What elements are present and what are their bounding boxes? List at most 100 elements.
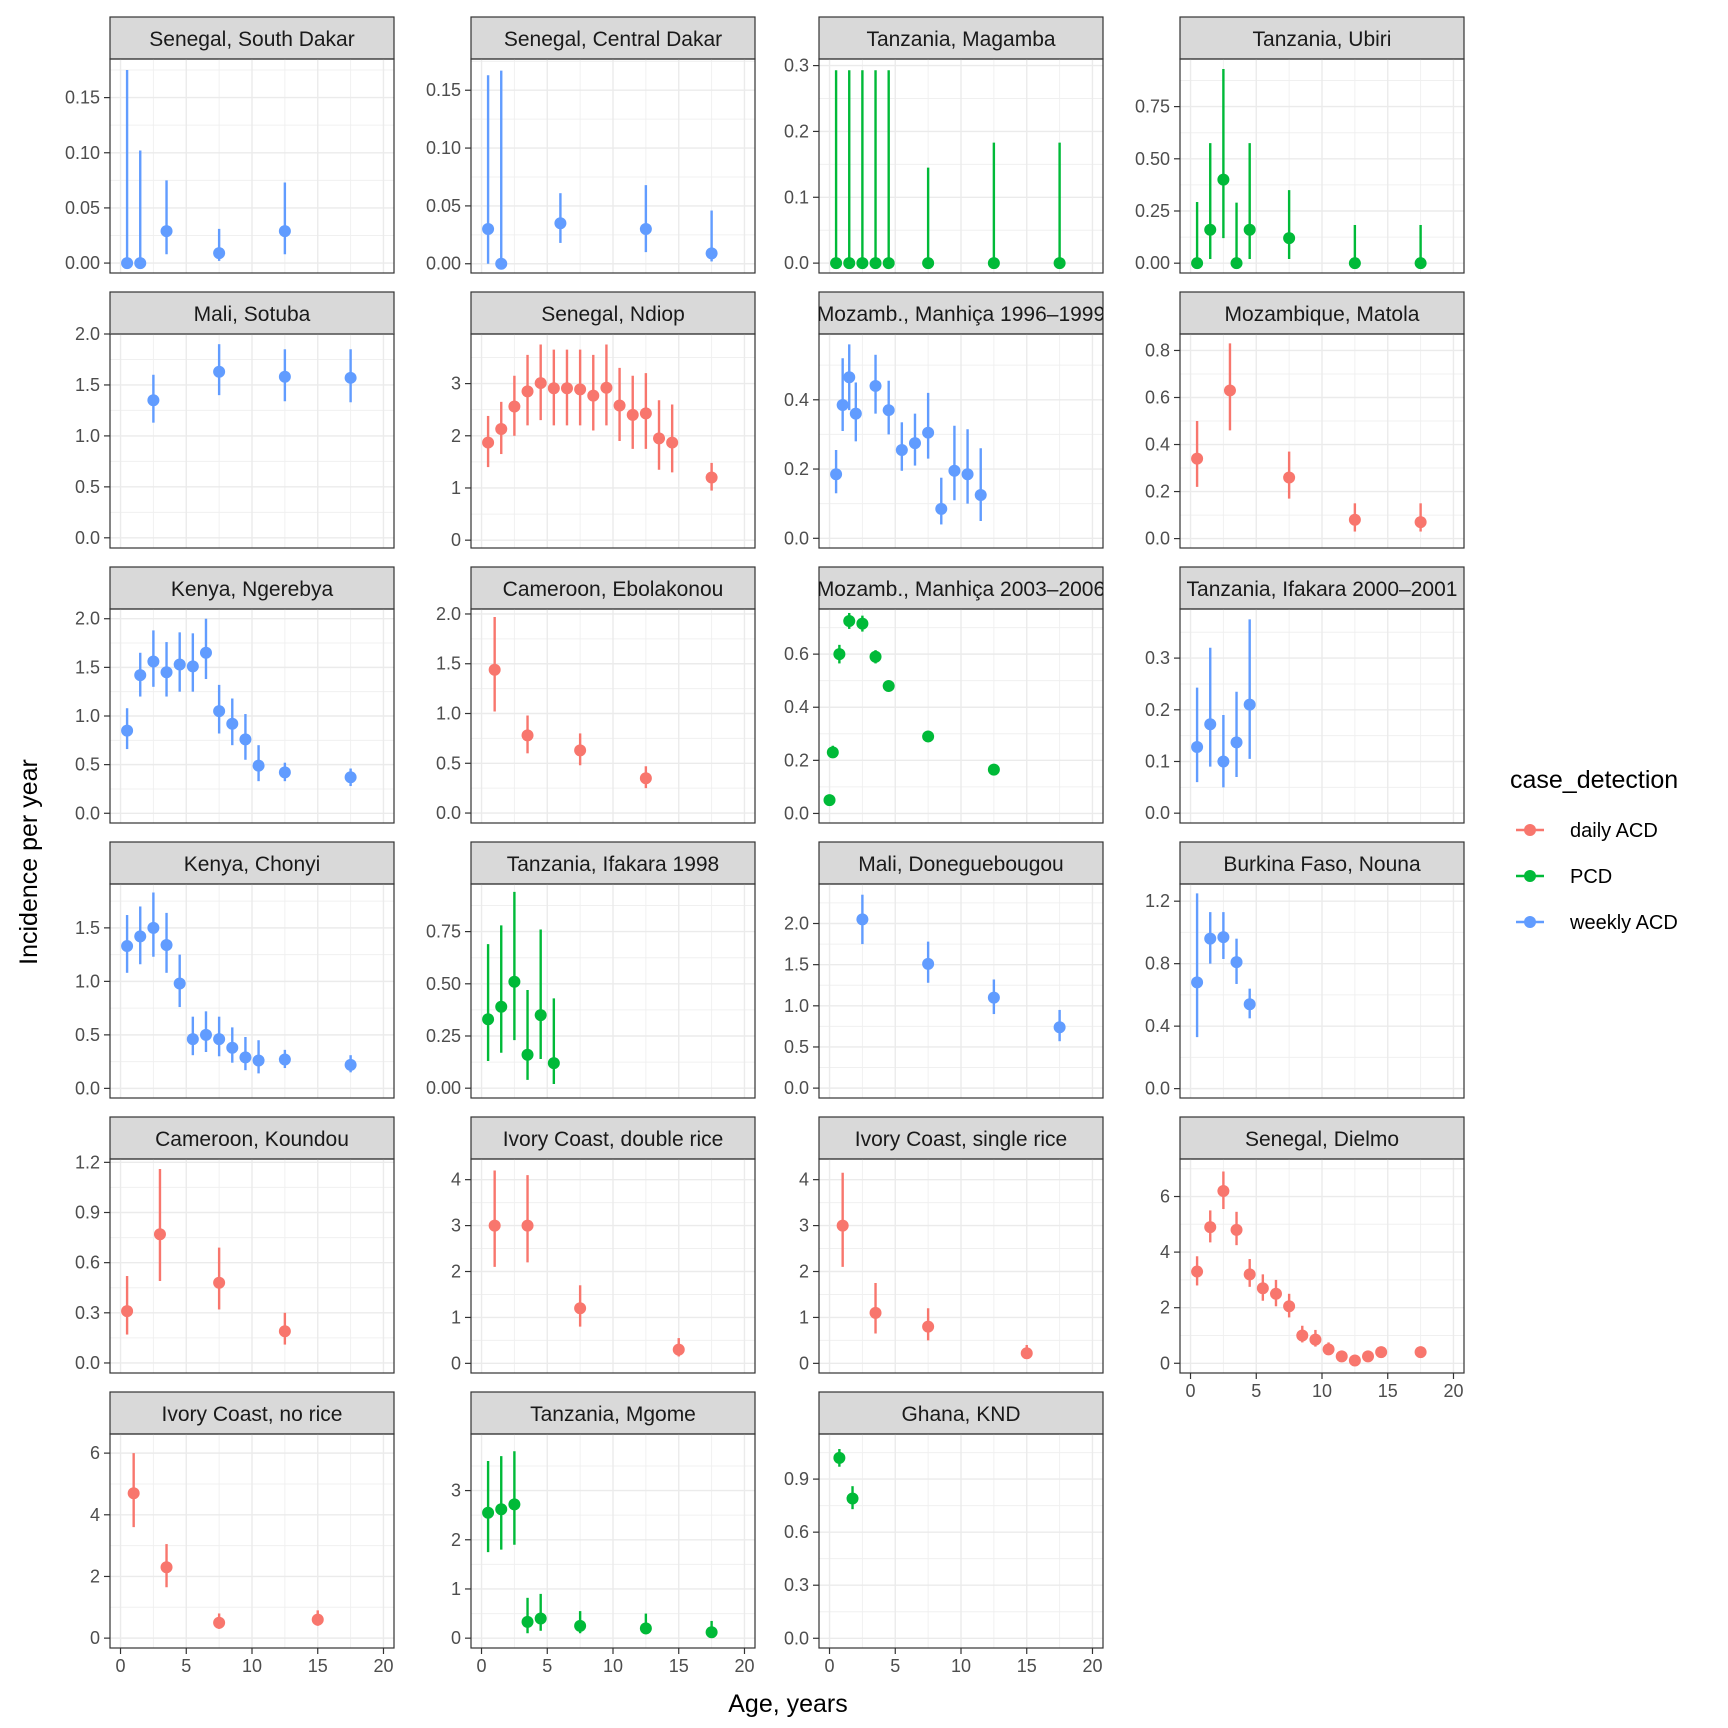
y-tick-label: 0.2 (1145, 700, 1170, 720)
data-point (521, 1615, 534, 1628)
data-point (160, 225, 173, 238)
y-tick-label: 0 (451, 1353, 461, 1373)
y-tick-label: 0.9 (75, 1203, 100, 1223)
x-tick-label: 20 (373, 1656, 393, 1676)
y-tick-label: 3 (451, 1481, 461, 1501)
facet-panel: Mozamb., Manhiça 2003–2006 0.0 0.2 0.4 0.6 (784, 566, 1104, 824)
data-point (1191, 257, 1204, 270)
data-point (278, 370, 291, 383)
y-tick-label: 0.3 (75, 1303, 100, 1323)
y-tick-label: 0.0 (784, 1078, 809, 1098)
facet-title: Cameroon, Koundou (155, 1128, 349, 1151)
y-axis-title: Incidence per year (15, 759, 43, 965)
data-point (482, 1506, 495, 1519)
y-tick-label: 1.5 (75, 375, 100, 395)
legend-label: daily ACD (1570, 820, 1658, 842)
data-point (705, 1626, 718, 1639)
legend-item: daily ACD (1516, 820, 1658, 842)
data-point (278, 766, 291, 779)
data-point (173, 977, 186, 990)
y-tick-label: 0.2 (1145, 482, 1170, 502)
legend-items: daily ACD PCD weekly ACD (1516, 820, 1678, 934)
y-tick-label: 0.5 (436, 753, 461, 773)
y-tick-label: 0.00 (426, 254, 461, 274)
y-tick-label: 2 (90, 1566, 100, 1586)
y-tick-label: 0.50 (426, 974, 461, 994)
data-point (1217, 1184, 1230, 1197)
data-point (344, 371, 357, 384)
data-point (974, 489, 987, 502)
facet-strip (109, 566, 395, 610)
y-tick-label: 1.2 (1145, 891, 1170, 911)
data-point (574, 1619, 587, 1632)
data-point (1322, 1343, 1335, 1356)
data-point (1204, 223, 1217, 236)
data-point (1020, 1347, 1033, 1360)
facet-panel: Tanzania, Ifakara 2000–2001 0.0 0.1 0.2 0.3 (1145, 566, 1465, 824)
x-tick-label: 15 (308, 1656, 328, 1676)
facet-title: Mali, Doneguebougou (858, 853, 1064, 876)
data-point (534, 377, 547, 390)
y-tick-label: 0.3 (784, 1575, 809, 1595)
y-tick-label: 0.10 (65, 143, 100, 163)
data-point (833, 648, 846, 661)
facet-panel: Mali, Doneguebougou 0.0 0.5 1.0 1.5 2.0 (784, 841, 1104, 1099)
y-tick-label: 0.6 (1145, 387, 1170, 407)
data-point (849, 407, 862, 420)
panel-border (1179, 883, 1465, 1099)
facet-title: Ghana, KND (901, 1403, 1020, 1426)
facet-panel: Mozambique, Matola 0.0 0.2 0.4 0.6 0.8 (1145, 291, 1465, 549)
x-tick-label: 20 (734, 1656, 754, 1676)
data-point (1204, 932, 1217, 945)
panel-border (1179, 333, 1465, 549)
y-tick-label: 0.05 (65, 198, 100, 218)
data-point (639, 772, 652, 785)
data-point (846, 1492, 859, 1505)
panel-border (818, 1433, 1104, 1649)
data-point (213, 247, 226, 260)
y-tick-label: 0.05 (426, 196, 461, 216)
data-point (830, 257, 843, 270)
data-point (869, 1306, 882, 1319)
y-tick-label: 0.75 (426, 922, 461, 942)
x-axis-title: Age, years (728, 1690, 848, 1718)
y-tick-label: 3 (451, 374, 461, 394)
y-tick-label: 0.5 (784, 1037, 809, 1057)
x-tick-label: 0 (477, 1656, 487, 1676)
data-point (987, 763, 1000, 776)
data-point (495, 1000, 508, 1013)
facet-panel: Senegal, Central Dakar 0.00 0.05 0.10 0.15 (426, 16, 756, 274)
y-tick-label: 3 (799, 1216, 809, 1236)
data-point (554, 217, 567, 230)
data-point (856, 913, 869, 926)
facet-title: Burkina Faso, Nouna (1223, 853, 1421, 876)
facet-title: Tanzania, Ifakara 1998 (507, 853, 719, 876)
facet-title: Senegal, Ndiop (541, 303, 685, 326)
legend-label: PCD (1570, 866, 1612, 888)
y-tick-label: 0.4 (1145, 1016, 1170, 1036)
data-point (134, 257, 147, 270)
data-point (1053, 1021, 1066, 1034)
data-point (869, 257, 882, 270)
facet-panel: Tanzania, Mgome 0 5 10 15 20 0 1 2 3 (451, 1391, 756, 1676)
y-tick-label: 2.0 (784, 914, 809, 934)
facet-strip (818, 16, 1104, 60)
x-tick-label: 15 (669, 1656, 689, 1676)
data-point (1217, 173, 1230, 186)
y-tick-label: 0.8 (1145, 340, 1170, 360)
data-point (653, 432, 666, 445)
facet-title: Ivory Coast, double rice (503, 1128, 724, 1151)
y-tick-label: 0.4 (784, 697, 809, 717)
legend-key-point (1524, 824, 1536, 836)
facet-title: Kenya, Chonyi (184, 853, 321, 876)
data-point (344, 771, 357, 784)
data-point (495, 257, 508, 270)
data-point (882, 679, 895, 692)
facet-strip (109, 841, 395, 885)
panel-border (1179, 608, 1465, 824)
data-point (508, 1498, 521, 1511)
data-point (1335, 1350, 1348, 1363)
data-point (705, 247, 718, 260)
data-point (121, 257, 134, 270)
data-point (239, 1051, 252, 1064)
